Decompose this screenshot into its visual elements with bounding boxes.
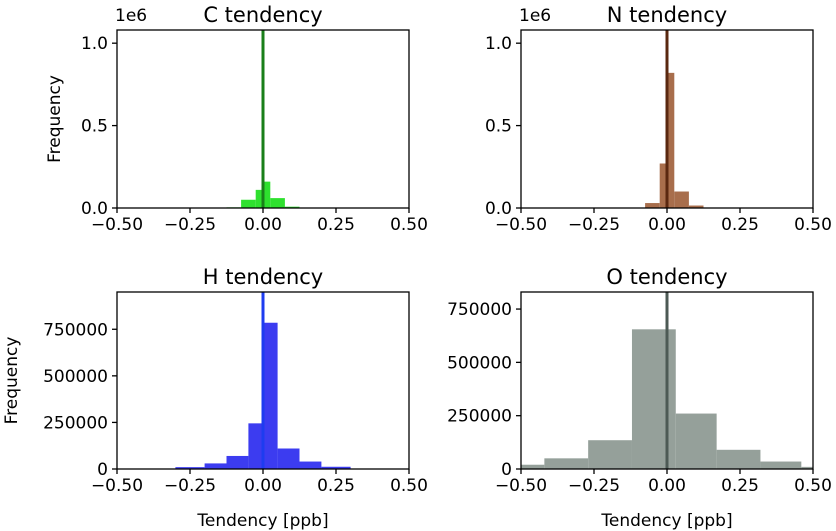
histogram-bar [255, 189, 262, 208]
x-tick-label: 0.00 [648, 215, 686, 235]
x-tick-label: 0.50 [390, 476, 428, 496]
histogram-bar [264, 181, 271, 208]
x-tick-label: 0.00 [244, 476, 282, 496]
histogram-bar [760, 461, 802, 469]
chart-title: H tendency [203, 265, 323, 289]
histogram-bar [544, 458, 589, 469]
x-tick-label: 0.00 [244, 215, 282, 235]
histogram-bar [204, 463, 227, 469]
histogram-bar [321, 466, 351, 469]
y-tick-label: 500000 [43, 367, 108, 387]
x-tick-label: 0.50 [794, 476, 832, 496]
y-tick-label: 750000 [43, 320, 108, 340]
x-tick-label: −0.50 [495, 476, 547, 496]
histogram-bar [521, 464, 545, 469]
x-axis-label: Tendency [ppb] [600, 511, 732, 531]
y-tick-label: 0.0 [81, 199, 108, 219]
x-tick-label: 0.50 [390, 215, 428, 235]
histogram-bar [675, 413, 717, 469]
x-tick-label: 0.25 [721, 476, 759, 496]
y-tick-label: 0 [97, 460, 108, 480]
panel-n-tendency: −0.50 −0.25 0.00 0.25 0.50 0.0 0.5 1.0 N tendenc… [485, 3, 832, 235]
histogram-bar [801, 466, 813, 469]
x-tick-label: −0.25 [568, 215, 620, 235]
x-tick-label: −0.50 [495, 215, 547, 235]
y-tick-label: 1.0 [485, 34, 512, 54]
y-tick-label: 750000 [447, 300, 512, 320]
histogram-bar [277, 448, 300, 469]
x-tick-label: 0.00 [648, 476, 686, 496]
x-axis-label: Tendency [ppb] [196, 511, 328, 531]
histogram-bar [248, 423, 263, 469]
chart-title: C tendency [203, 3, 322, 27]
y-tick-label: 0.5 [485, 117, 512, 137]
x-tick-label: −0.25 [164, 215, 216, 235]
y-tick-label: 250000 [447, 407, 512, 427]
y-tick-label: 0.5 [81, 117, 108, 137]
x-tick-label: −0.50 [91, 215, 143, 235]
histogram-bar [241, 199, 256, 208]
y-tick-label: 500000 [447, 353, 512, 373]
y-tick-label: 0.0 [485, 199, 512, 219]
panel-c-tendency: −0.50 −0.25 0.00 0.25 0.50 0.0 0.5 1.0 C tendenc… [45, 3, 428, 235]
x-tick-label: 0.25 [317, 215, 355, 235]
y-tick-label: 1.0 [81, 34, 108, 54]
y-tick-label: 0 [501, 460, 512, 480]
histogram-bar [263, 322, 278, 469]
y-tick-label: 250000 [43, 413, 108, 433]
x-tick-label: 0.25 [721, 215, 759, 235]
histogram-bar [688, 205, 704, 208]
histogram-bar [270, 198, 285, 208]
x-tick-label: 0.25 [317, 476, 355, 496]
histogram-bar [631, 329, 676, 469]
x-tick-label: −0.25 [568, 476, 620, 496]
histogram-bar [674, 191, 689, 208]
histogram-bar [667, 72, 675, 208]
x-tick-label: −0.25 [164, 476, 216, 496]
x-tick-label: 0.50 [794, 215, 832, 235]
histogram-bar [226, 455, 249, 469]
x-tick-label: −0.50 [91, 476, 143, 496]
histogram-bar [284, 206, 300, 208]
panel-h-tendency: −0.50 −0.25 0.00 0.25 0.50 0 250000 500000 75000… [2, 265, 428, 531]
panel-o-tendency: −0.50 −0.25 0.00 0.25 0.50 0 250000 500000 75000… [447, 265, 832, 531]
y-offset-text: 1e6 [115, 6, 147, 26]
histogram-bar [716, 449, 761, 469]
y-axis-label: Frequency [2, 337, 22, 425]
y-offset-text: 1e6 [519, 6, 551, 26]
histogram-bar [175, 467, 205, 469]
histogram-bar [299, 461, 322, 469]
chart-title: N tendency [607, 3, 727, 27]
chart-title: O tendency [606, 265, 727, 289]
histogram-bar [588, 440, 632, 469]
y-axis-label: Frequency [45, 75, 65, 163]
histogram-bar [645, 203, 660, 208]
histogram-bar [659, 163, 667, 208]
